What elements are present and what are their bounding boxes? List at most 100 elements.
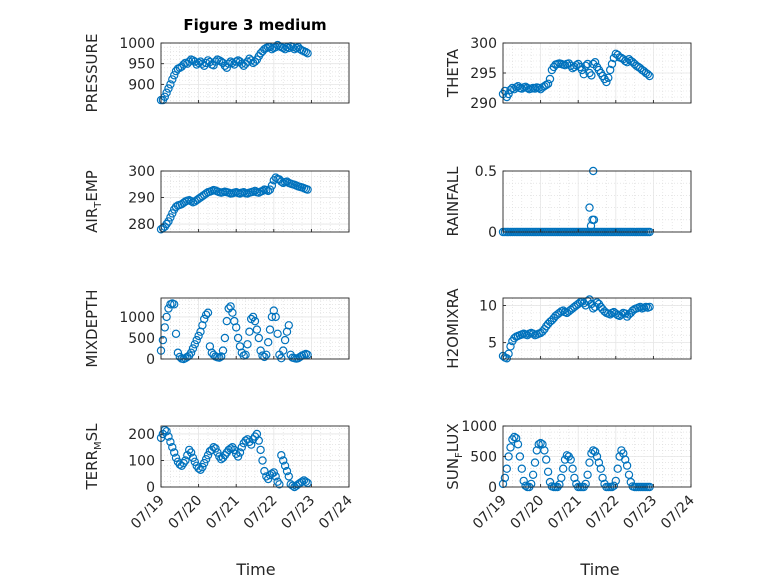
data-point: [181, 456, 190, 465]
data-point: [583, 59, 592, 69]
y-axis-label: MIXDEPTH: [83, 289, 101, 367]
data-point: [190, 457, 199, 466]
data-point: [169, 300, 179, 309]
data-point: [585, 458, 594, 467]
figure-title: Figure 3 medium: [183, 16, 326, 34]
data-point: [506, 342, 515, 351]
y-tick-label: 1000: [461, 419, 497, 435]
data-point: [279, 456, 288, 465]
data-point: [592, 452, 602, 461]
data-point: [288, 481, 297, 490]
x-tick-label: 07/21: [545, 493, 585, 533]
data-point: [645, 302, 654, 312]
data-point: [528, 470, 538, 479]
data-point: [224, 59, 233, 68]
panel-rainfall: 0 0.5 RAINFALL: [444, 164, 692, 241]
data-point: [506, 443, 515, 452]
y-tick-label: 10: [479, 298, 497, 314]
panel-h2omixra: 5 10 H2OMIXRA: [444, 288, 692, 369]
data-point: [540, 446, 549, 455]
data-point: [519, 476, 528, 486]
data-point: [622, 461, 632, 470]
data-point: [188, 344, 198, 353]
y-tick-label: 290: [128, 191, 155, 207]
data-point: [538, 440, 547, 449]
data-point: [542, 80, 551, 90]
data-point: [215, 353, 224, 362]
data-point: [186, 348, 196, 357]
data-point: [265, 325, 275, 334]
axes-box: [160, 42, 350, 104]
y-tick-label: 300: [470, 36, 497, 52]
data-point: [515, 452, 525, 461]
data-point: [536, 438, 545, 448]
x-tick-label: 07/24: [316, 492, 356, 532]
data-point: [166, 80, 175, 89]
data-point: [604, 73, 613, 83]
data-point: [545, 74, 555, 84]
data-point: [171, 329, 181, 338]
data-point: [237, 443, 246, 452]
data-point: [213, 448, 222, 457]
data-point: [245, 327, 254, 336]
data-point: [598, 473, 607, 483]
data-point: [301, 477, 310, 486]
y-tick-label: 0: [488, 225, 497, 241]
data-point: [237, 59, 246, 68]
data-point: [543, 79, 553, 89]
data-point: [568, 464, 577, 473]
data-point: [621, 455, 630, 464]
data-point: [543, 467, 553, 476]
data-point: [585, 68, 594, 78]
data-point: [220, 333, 230, 343]
data-point: [521, 481, 530, 490]
data-point: [216, 352, 226, 361]
data-point: [264, 338, 273, 347]
data-point: [211, 444, 220, 453]
x-tick-label: 07/23: [278, 493, 318, 533]
data-point: [186, 196, 196, 206]
data-point: [534, 83, 543, 93]
data-point: [279, 43, 288, 53]
data-point: [184, 57, 194, 66]
data-point: [271, 312, 280, 322]
y-tick-label: 900: [128, 77, 155, 93]
x-tick-label: 07/22: [583, 493, 623, 533]
data-point: [279, 346, 288, 355]
data-point: [248, 312, 258, 322]
axes-box: [160, 297, 350, 360]
data-point: [168, 443, 177, 452]
axes-box: [160, 425, 350, 488]
data-point: [260, 466, 269, 476]
data-point: [280, 461, 290, 470]
data-point: [226, 444, 235, 453]
x-tick-label: 07/19: [128, 493, 168, 533]
data-point: [233, 452, 243, 461]
data-point: [589, 446, 598, 455]
data-point: [164, 84, 173, 93]
data-point: [297, 477, 307, 486]
data-point: [262, 350, 271, 359]
data-point: [590, 58, 600, 67]
data-point: [513, 440, 523, 449]
y-axis-label: RAINFALL: [444, 166, 462, 237]
data-point: [606, 65, 615, 75]
data-point: [566, 61, 575, 71]
x-tick-label: 07/20: [166, 493, 206, 533]
data-point: [512, 434, 521, 443]
data-point: [252, 325, 262, 334]
data-point: [250, 57, 260, 66]
y-tick-label: 300: [128, 164, 155, 180]
data-point: [169, 71, 179, 80]
data-point: [198, 462, 207, 472]
data-point: [168, 209, 177, 218]
data-point: [508, 435, 517, 444]
data-point: [256, 346, 265, 355]
y-tick-label: 0: [488, 480, 497, 496]
data-point: [645, 71, 654, 81]
data-point: [585, 295, 594, 304]
data-point: [510, 432, 519, 442]
